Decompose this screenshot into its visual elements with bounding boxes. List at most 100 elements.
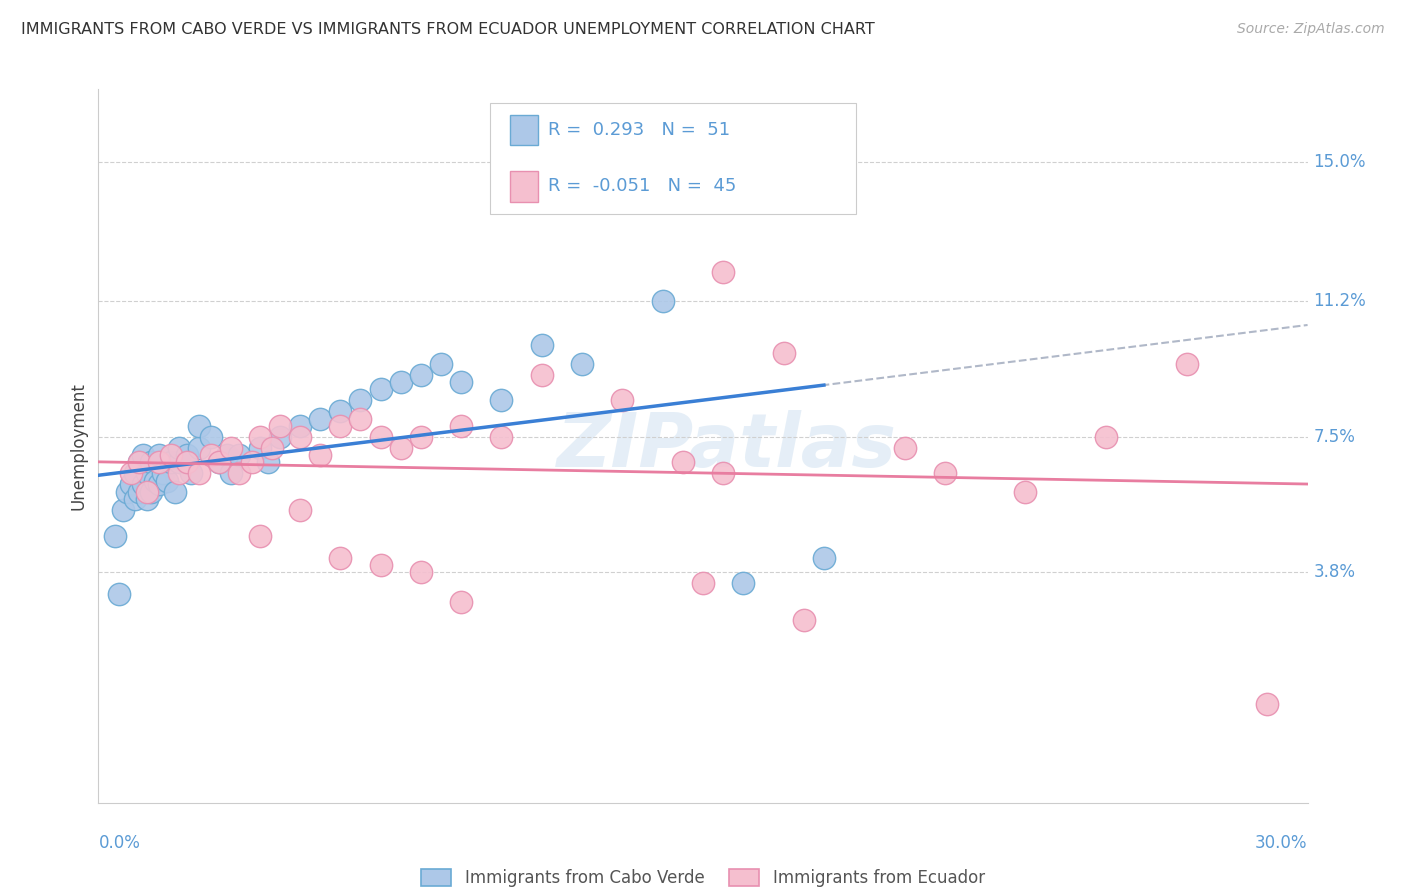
Text: 15.0%: 15.0% (1313, 153, 1365, 171)
Point (370, 382, 392, 396)
Point (1014, 484, 1036, 499)
Point (221, 467, 243, 481)
Point (180, 467, 202, 481)
Text: 0.0%: 0.0% (98, 834, 141, 852)
Point (163, 484, 186, 499)
Point (430, 357, 453, 371)
Point (148, 455, 170, 469)
Point (128, 455, 150, 469)
Point (450, 375, 472, 389)
Point (111, 503, 134, 517)
Point (370, 558, 392, 572)
Legend: Immigrants from Cabo Verde, Immigrants from Ecuador: Immigrants from Cabo Verde, Immigrants f… (422, 869, 984, 888)
Point (107, 587, 129, 601)
Point (349, 411, 371, 425)
Point (156, 474, 179, 488)
Point (389, 375, 412, 389)
Point (208, 455, 231, 469)
Point (188, 418, 211, 433)
Point (1175, 357, 1198, 371)
Point (217, 448, 239, 462)
Point (269, 430, 291, 444)
Point (1095, 430, 1118, 444)
Point (128, 484, 150, 499)
Point (813, 550, 835, 565)
Point (139, 484, 162, 499)
Point (1256, 697, 1278, 711)
Point (120, 467, 142, 481)
Point (256, 455, 278, 469)
Text: R =  0.293   N =  51: R = 0.293 N = 51 (548, 121, 730, 139)
Point (692, 576, 714, 591)
Point (115, 484, 138, 499)
Point (612, 393, 634, 408)
Point (103, 529, 125, 543)
Point (208, 455, 231, 469)
Point (128, 455, 150, 469)
Point (409, 368, 432, 382)
Point (188, 467, 211, 481)
Point (124, 467, 146, 481)
Point (160, 448, 183, 462)
Point (349, 393, 371, 408)
Point (309, 411, 332, 425)
Point (329, 418, 352, 433)
Y-axis label: Unemployment: Unemployment (69, 382, 87, 510)
Point (167, 467, 190, 481)
Point (409, 430, 432, 444)
Point (249, 529, 271, 543)
Text: 11.2%: 11.2% (1313, 293, 1367, 310)
Point (132, 448, 155, 462)
Point (389, 441, 412, 455)
Point (409, 566, 432, 580)
Point (176, 455, 198, 469)
Point (672, 455, 695, 469)
Point (249, 430, 271, 444)
Point (249, 441, 271, 455)
Point (260, 441, 283, 455)
Text: 7.5%: 7.5% (1313, 428, 1355, 446)
Point (139, 455, 162, 469)
Point (711, 467, 734, 481)
Point (309, 448, 332, 462)
Point (370, 430, 392, 444)
Point (120, 477, 142, 491)
Point (269, 418, 291, 433)
Point (793, 613, 815, 627)
Point (200, 430, 222, 444)
Text: Source: ZipAtlas.com: Source: ZipAtlas.com (1237, 22, 1385, 37)
Point (240, 455, 263, 469)
Point (772, 345, 794, 359)
Text: 3.8%: 3.8% (1313, 563, 1355, 582)
Point (135, 467, 157, 481)
Text: R =  -0.051   N =  45: R = -0.051 N = 45 (548, 178, 737, 195)
Point (893, 441, 915, 455)
Point (160, 455, 183, 469)
Point (571, 357, 593, 371)
Point (288, 503, 311, 517)
Point (143, 474, 166, 488)
Point (152, 467, 174, 481)
Point (167, 441, 190, 455)
Point (530, 368, 553, 382)
Point (135, 491, 157, 506)
Point (200, 448, 222, 462)
Point (329, 404, 352, 418)
Point (733, 576, 755, 591)
Point (288, 418, 311, 433)
Point (329, 550, 352, 565)
Point (167, 455, 190, 469)
Point (530, 338, 553, 352)
Point (176, 448, 198, 462)
Point (450, 594, 472, 608)
Point (148, 448, 170, 462)
Point (124, 491, 146, 506)
Text: ZIPatlas: ZIPatlas (557, 409, 897, 483)
Point (491, 430, 513, 444)
Point (135, 484, 157, 499)
Point (221, 441, 243, 455)
Point (228, 448, 250, 462)
Text: 30.0%: 30.0% (1256, 834, 1308, 852)
Point (450, 418, 472, 433)
Point (491, 393, 513, 408)
